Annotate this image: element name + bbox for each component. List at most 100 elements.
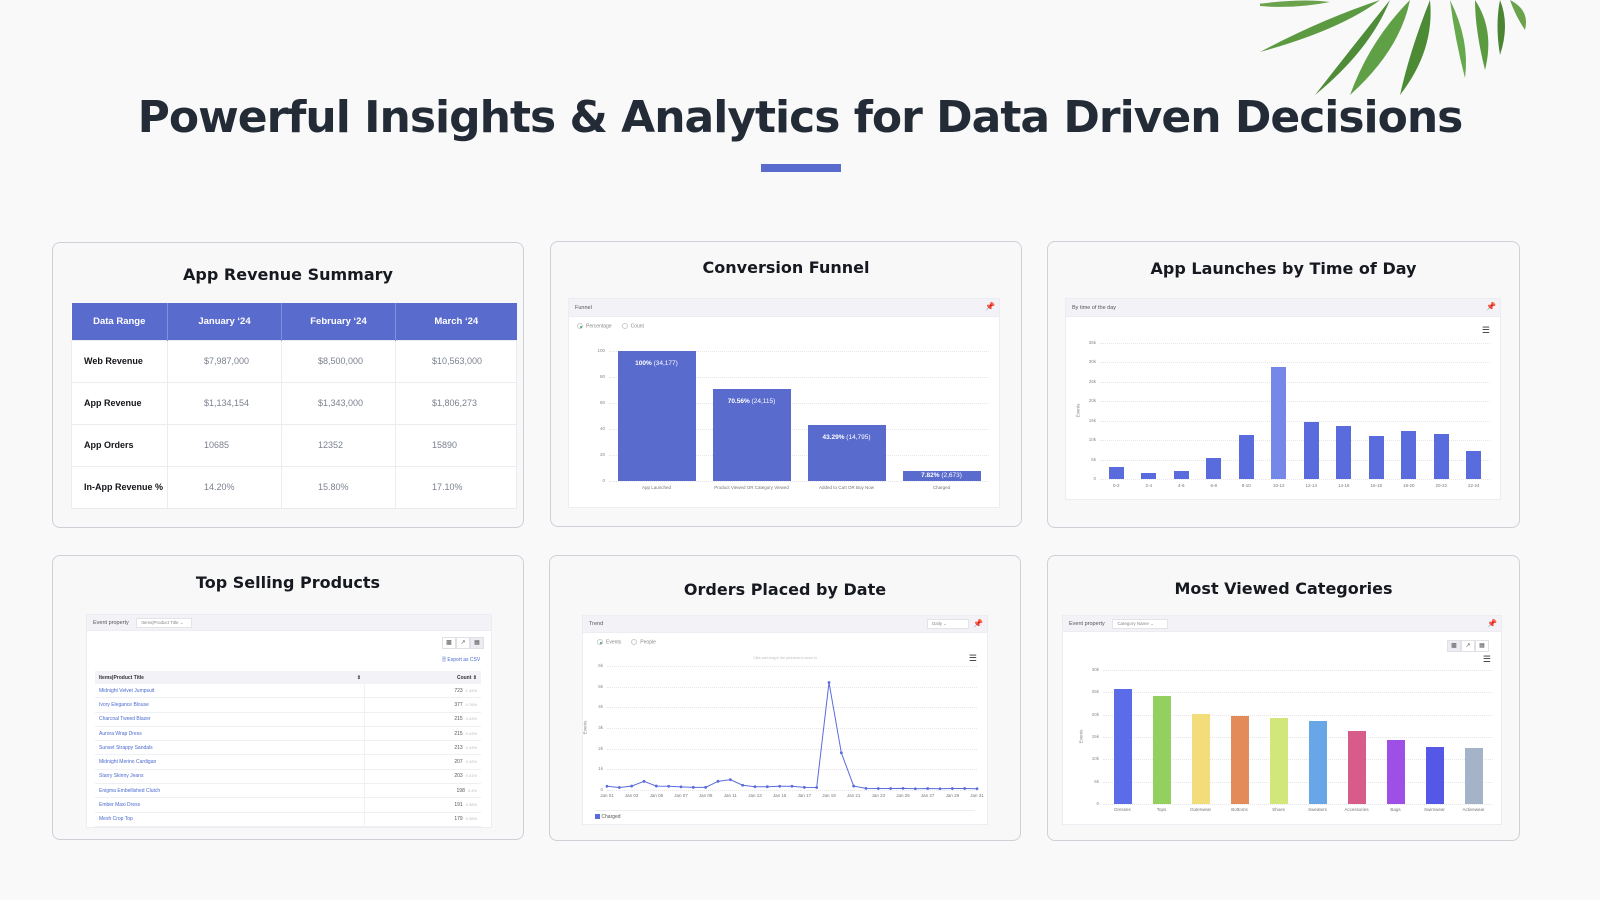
y-axis-title: Events <box>1075 403 1081 418</box>
x-tick-label: Jan 29 <box>945 793 960 798</box>
event-property-select[interactable]: Items|Product Title ⌄ <box>136 618 193 628</box>
table-row: Enigma Embellished Clutch 198 0.4% <box>95 784 481 799</box>
chart-menu-icon[interactable]: ☰ <box>968 653 977 663</box>
page-title: Powerful Insights & Analytics for Data D… <box>137 92 1464 143</box>
product-link[interactable]: Midnight Velvet Jumpsuit <box>95 684 365 698</box>
funnel-bar[interactable]: 100% (34,177) <box>617 351 696 481</box>
bar-chart-view-icon[interactable]: ▩ <box>442 637 456 649</box>
category-bar[interactable] <box>1464 748 1483 804</box>
pin-icon[interactable]: 📌 <box>973 619 983 628</box>
x-tick-label: Charged <box>932 485 951 490</box>
product-percent: 0.43% <box>465 716 477 722</box>
product-link[interactable]: Mesh Crop Top <box>95 812 365 826</box>
title-underline <box>761 164 841 172</box>
funnel-bar[interactable]: 43.29% (14,795) <box>807 424 886 481</box>
line-chart-view-icon[interactable]: ↗ <box>456 637 470 649</box>
radio-people[interactable]: People <box>631 639 656 645</box>
category-bar[interactable] <box>1308 721 1327 804</box>
product-percent: 1.45% <box>465 687 477 693</box>
product-link[interactable]: Ember Maxi Dress <box>95 798 365 812</box>
export-csv-link[interactable]: 🗎 Export as CSV <box>442 657 481 663</box>
pin-icon[interactable]: 📌 <box>985 302 995 311</box>
col-header-count[interactable]: Count ⇕ <box>456 674 477 681</box>
product-count: 191 0.38% <box>454 802 477 809</box>
cell: $1,343,000 <box>281 381 396 425</box>
category-bar[interactable] <box>1113 689 1132 804</box>
time-bar[interactable] <box>1401 431 1417 479</box>
line-chart-view-icon[interactable]: ↗ <box>1461 640 1475 652</box>
product-link[interactable]: Enigma Embellished Clutch <box>95 784 365 798</box>
funnel-bar[interactable]: 7.82% (2,673) <box>902 470 981 481</box>
line-series[interactable] <box>583 660 987 794</box>
category-bar[interactable] <box>1191 713 1210 804</box>
chart-menu-icon[interactable]: ☰ <box>1482 654 1491 664</box>
cell: 15890 <box>395 423 517 467</box>
time-bar[interactable] <box>1433 434 1449 479</box>
funnel-bar[interactable]: 70.56% (24,115) <box>712 389 791 481</box>
category-bar[interactable] <box>1347 731 1366 804</box>
category-bar[interactable] <box>1152 695 1171 804</box>
time-bar[interactable] <box>1368 436 1384 479</box>
product-link[interactable]: Sunset Strappy Sandals <box>95 741 365 755</box>
time-bar[interactable] <box>1141 473 1157 479</box>
x-tick-label: Shoes <box>1272 807 1285 812</box>
gridline <box>607 790 977 791</box>
product-link[interactable]: Charcoal Tweed Blazer <box>95 712 365 726</box>
product-link[interactable]: Starry Skinny Jeans <box>95 769 365 784</box>
chart-menu-icon[interactable]: ☰ <box>1481 325 1490 335</box>
time-bar[interactable] <box>1238 435 1254 479</box>
time-bar[interactable] <box>1206 457 1222 479</box>
product-count: 377 0.76% <box>454 701 477 708</box>
products-table: Items|Product Title ⇕ Count ⇕ Midnight Ve… <box>95 671 481 827</box>
y-tick-label: 15k <box>1088 417 1096 423</box>
cell: $7,987,000 <box>167 339 282 383</box>
category-bar[interactable] <box>1269 718 1288 804</box>
time-bar[interactable] <box>1303 422 1319 479</box>
x-tick-label: 4-6 <box>1177 483 1185 488</box>
radio-events[interactable]: Events <box>597 639 621 645</box>
row-label: App Orders <box>71 423 168 467</box>
table-row: In-App Revenue % 14.20% 15.80% 17.10% <box>71 465 517 509</box>
granularity-select[interactable]: Daily ⌄ <box>927 619 969 629</box>
event-property-select[interactable]: Category Name ⌄ <box>1112 619 1169 629</box>
product-count: 198 0.4% <box>456 787 477 794</box>
radio-percentage[interactable]: Percentage <box>577 323 612 329</box>
card-title: Orders Placed by Date <box>683 580 887 599</box>
product-count: 215 0.43% <box>454 730 477 737</box>
product-link[interactable]: Aurora Wrap Dress <box>95 726 365 741</box>
event-property-label: Event property <box>93 620 129 626</box>
pin-icon[interactable]: 📌 <box>1486 302 1496 311</box>
category-bar[interactable] <box>1230 716 1249 804</box>
product-link[interactable]: Ivory Elegance Blouse <box>95 698 365 712</box>
time-bar[interactable] <box>1173 471 1189 479</box>
y-tick-label: 3k <box>598 725 603 730</box>
table-view-icon[interactable]: ▦ <box>470 637 484 649</box>
product-link[interactable]: Midnight Merino Cardigan <box>95 755 365 769</box>
chart-legend[interactable]: Charged <box>595 810 975 820</box>
col-header-title[interactable]: Items|Product Title ⇕ <box>99 674 361 681</box>
table-row: Ivory Elegance Blouse 377 0.76% <box>95 698 481 713</box>
y-tick-label: 25k <box>1091 689 1099 695</box>
radio-selected-icon <box>597 639 603 645</box>
time-bar[interactable] <box>1336 426 1352 479</box>
gridline <box>1100 343 1490 344</box>
time-bar[interactable] <box>1108 467 1124 479</box>
time-bar[interactable] <box>1271 366 1287 479</box>
time-bar[interactable] <box>1466 450 1482 479</box>
radio-count[interactable]: Count <box>621 323 644 329</box>
x-tick-label: Sweaters <box>1308 807 1327 812</box>
event-property-label: Event property <box>1069 621 1105 627</box>
category-bar[interactable] <box>1425 747 1444 804</box>
gridline <box>1103 804 1493 805</box>
bar-chart-view-icon[interactable]: ▩ <box>1447 640 1461 652</box>
y-tick-label: 35k <box>1088 340 1096 345</box>
cell: $1,134,154 <box>167 381 282 425</box>
launches-panel: By time of the day 📌 ☰ 0 5k 10k 15k 20k 25k 30… <box>1065 298 1501 500</box>
x-tick-label: 6-8 <box>1210 483 1217 488</box>
x-tick-label: Jan 31 <box>970 793 984 798</box>
legend-swatch <box>595 814 600 820</box>
product-count: 207 0.42% <box>454 759 477 766</box>
table-view-icon[interactable]: ▦ <box>1475 640 1489 652</box>
category-bar[interactable] <box>1386 740 1405 804</box>
pin-icon[interactable]: 📌 <box>1487 619 1497 628</box>
